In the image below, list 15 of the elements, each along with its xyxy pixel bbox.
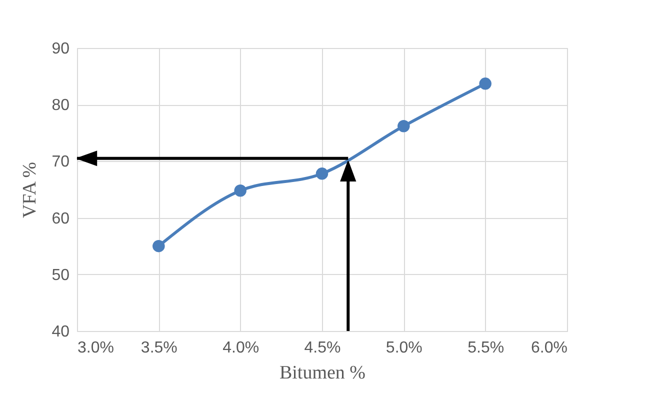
x-axis-title: Bitumen % [279,362,366,384]
x-tick-label: 3.5% [140,340,178,356]
x-tick-label: 4.0% [222,340,260,356]
y-tick-label: 90 [52,40,70,58]
y-tick-label: 70 [52,154,70,171]
x-tick-label: 6.0% [531,340,568,356]
y-tick-label: 60 [52,210,70,228]
x-tick-label: 5.5% [468,340,504,356]
y-tick-label: 40 [52,324,70,340]
y-tick-label: 80 [52,97,70,114]
x-tick-label: 4.5% [304,340,341,356]
y-tick-label: 50 [52,266,70,284]
x-tick-label: 3.0% [78,340,114,356]
y-axis-title: VFA % [20,162,41,218]
x-tick-label: 5.0% [386,340,422,356]
